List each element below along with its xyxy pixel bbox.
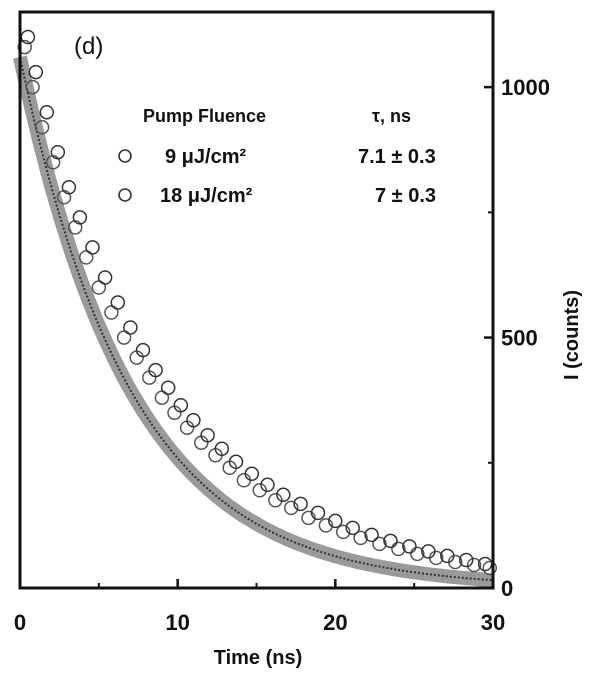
fit-curve-band: [20, 57, 493, 580]
x-axis-title: Time (ns): [214, 647, 303, 669]
fit-band: [20, 57, 493, 580]
y-axis-title: I (counts): [561, 290, 583, 380]
data-point-18uj: [245, 467, 258, 480]
data-point-18uj: [99, 271, 112, 284]
y-tick-label: 500: [501, 326, 538, 351]
legend-tau-9: 7.1 ± 0.3: [358, 146, 436, 168]
data-point-18uj: [51, 146, 64, 159]
data-point-18uj: [111, 296, 124, 309]
legend-header-fluence: Pump Fluence: [143, 106, 266, 126]
legend-marker-9: [119, 150, 131, 162]
x-tick-label: 10: [165, 610, 189, 635]
data-point-18uj: [124, 321, 137, 334]
data-point-18uj: [29, 66, 42, 79]
panel-label: (d): [74, 33, 103, 60]
data-point-18uj: [86, 241, 99, 254]
legend-header-tau: τ, ns: [372, 106, 411, 126]
legend-label-9: 9 μJ/cm²: [165, 146, 247, 168]
legend-marker-18: [119, 189, 131, 201]
data-point-9uj: [92, 281, 105, 294]
data-point-9uj: [237, 474, 250, 487]
data-point-18uj: [62, 181, 75, 194]
data-point-9uj: [80, 251, 93, 264]
x-tick-label: 20: [323, 610, 347, 635]
y-tick-label: 1000: [501, 75, 550, 100]
data-point-9uj: [155, 391, 168, 404]
y-tick-label: 0: [501, 576, 513, 601]
x-tick-label: 30: [481, 610, 505, 635]
data-point-18uj: [40, 106, 53, 119]
legend-label-18: 18 μJ/cm²: [160, 185, 253, 207]
legend-tau-18: 7 ± 0.3: [375, 185, 436, 207]
x-tick-label: 0: [14, 610, 26, 635]
legend: Pump Fluence τ, ns 9 μJ/cm² 7.1 ± 0.3 18…: [119, 106, 436, 207]
data-point-18uj: [162, 381, 175, 394]
